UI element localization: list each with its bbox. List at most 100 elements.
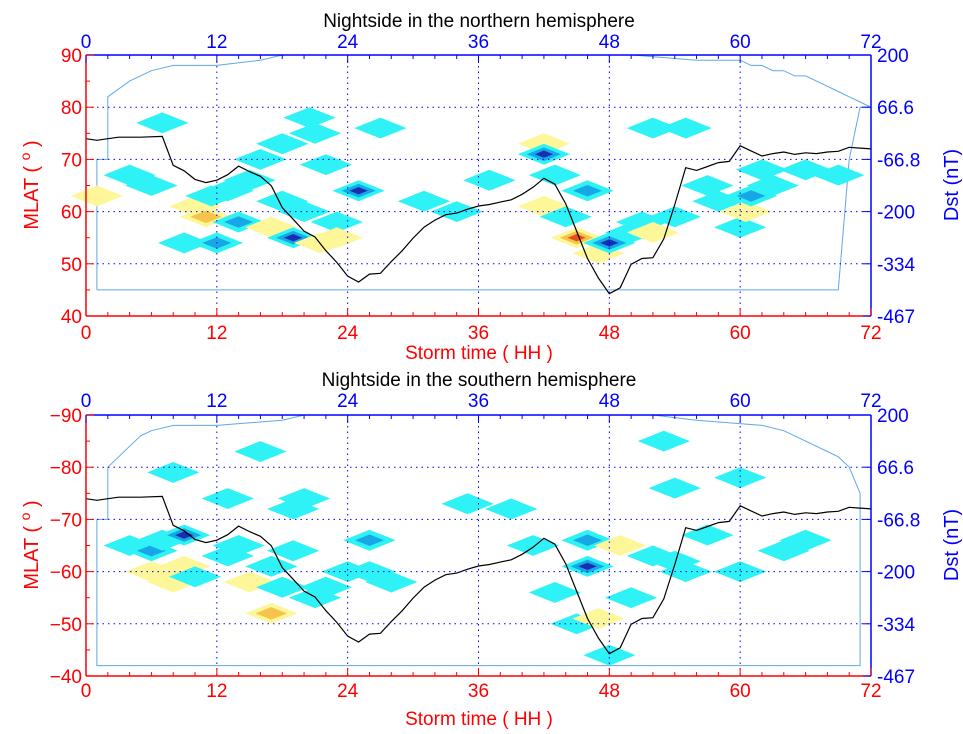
y2-tick-label: 200 bbox=[877, 406, 909, 427]
top-x-tick-label: 72 bbox=[860, 391, 881, 412]
contour-cell bbox=[735, 159, 789, 181]
contour-cell bbox=[234, 441, 287, 462]
y-tick-label: −80 bbox=[50, 458, 82, 479]
contour-core bbox=[573, 534, 602, 546]
top-x-tick-label: 60 bbox=[730, 32, 751, 53]
y-axis-label: MLAT ( o ) bbox=[17, 140, 43, 229]
contour-cell bbox=[626, 117, 680, 139]
contour-cell bbox=[506, 535, 560, 556]
contour-cell bbox=[659, 117, 712, 139]
contour-cell bbox=[779, 529, 832, 551]
contour-cell bbox=[430, 201, 483, 222]
contour-core bbox=[355, 534, 384, 546]
contour-cell bbox=[626, 545, 680, 567]
y-tick-label: 60 bbox=[61, 203, 82, 224]
contour-cell bbox=[572, 608, 625, 629]
x-tick-label: 0 bbox=[81, 681, 92, 702]
contour-cell bbox=[201, 488, 254, 509]
y-tick-label: 80 bbox=[61, 98, 82, 119]
contour-cell bbox=[125, 175, 178, 196]
x-tick-label: 12 bbox=[206, 323, 227, 344]
contour-cell bbox=[719, 201, 772, 222]
top-x-tick-label: 24 bbox=[337, 391, 359, 412]
x-tick-label: 24 bbox=[337, 681, 359, 702]
y2-tick-label: -200 bbox=[877, 203, 915, 224]
contour-core bbox=[349, 187, 368, 195]
contour-cell bbox=[212, 535, 265, 556]
contour-cell bbox=[692, 190, 745, 212]
y-tick-label: 90 bbox=[61, 46, 82, 67]
top-x-tick-label: 0 bbox=[81, 391, 92, 412]
contour-cell bbox=[299, 576, 352, 598]
y-tick-label: 70 bbox=[61, 150, 82, 171]
contour-cell bbox=[223, 169, 276, 191]
contour-cell bbox=[681, 524, 734, 546]
contour-cell bbox=[158, 232, 211, 254]
y-axis-label-degree: o bbox=[17, 152, 33, 160]
x-tick-label: 0 bbox=[81, 323, 92, 344]
contour-layer bbox=[85, 414, 872, 667]
y2-axis-label: Dst (nT) bbox=[941, 509, 963, 581]
axes-frame: 0 12 24 36 48 60 72 0 12 24 36 48 60 72 −40 −50 −60 −70 −8… bbox=[50, 391, 921, 702]
contour-cell bbox=[528, 582, 581, 603]
contour-cell bbox=[539, 206, 592, 228]
contour-cell bbox=[365, 571, 418, 593]
top-x-tick-label: 48 bbox=[599, 391, 620, 412]
contour-cell bbox=[267, 540, 320, 562]
panel-northern: Nightside in the northern hemisphere 0 12… bbox=[17, 11, 963, 364]
top-x-tick-label: 24 bbox=[337, 32, 359, 53]
panel-southern: Nightside in the southern hemisphere 0 12… bbox=[17, 370, 963, 730]
contour-cell bbox=[746, 175, 799, 196]
top-x-tick-label: 12 bbox=[206, 32, 227, 53]
contour-cell bbox=[70, 185, 124, 207]
contour-cell bbox=[256, 133, 309, 155]
axes-frame: 0 12 24 36 48 60 72 0 12 24 36 48 60 72 40 50 60 70 80 90 -4… bbox=[61, 32, 920, 344]
contour-cell bbox=[354, 117, 407, 139]
y-axis-label-main: MLAT ( bbox=[21, 160, 43, 229]
y-tick-label: −40 bbox=[50, 667, 82, 688]
dst-line bbox=[85, 135, 872, 295]
contour-cell bbox=[528, 164, 581, 186]
contour-core bbox=[190, 210, 222, 224]
contour-cell bbox=[779, 159, 832, 181]
y-axis-label-main: MLAT ( bbox=[21, 520, 43, 589]
y-tick-label: −70 bbox=[50, 510, 82, 531]
contour-core bbox=[567, 234, 586, 242]
contour-core bbox=[224, 216, 253, 228]
top-x-tick-label: 36 bbox=[468, 391, 489, 412]
top-x-tick-label: 12 bbox=[206, 391, 227, 412]
x-tick-label: 72 bbox=[860, 681, 881, 702]
y2-tick-label: 66.6 bbox=[877, 98, 914, 119]
y-tick-label: 40 bbox=[61, 307, 82, 328]
contour-cell bbox=[648, 206, 701, 228]
y2-tick-label: -467 bbox=[877, 667, 915, 688]
x-tick-label: 36 bbox=[468, 681, 489, 702]
contour-cell bbox=[397, 190, 451, 212]
x-tick-label: 60 bbox=[730, 323, 751, 344]
contour-cell bbox=[283, 107, 336, 129]
contour-cell bbox=[234, 149, 287, 170]
x-axis-label: Storm time ( HH ) bbox=[405, 709, 553, 730]
contour-core bbox=[578, 562, 597, 570]
contour-cell bbox=[147, 462, 200, 483]
contour-cell bbox=[223, 571, 276, 593]
contour-cell bbox=[288, 122, 342, 144]
contour-layer bbox=[70, 54, 872, 295]
contour-core bbox=[175, 531, 194, 539]
x-tick-label: 48 bbox=[599, 323, 620, 344]
contour-cell bbox=[485, 498, 538, 520]
y-axis-label-degree: o bbox=[17, 512, 33, 520]
top-x-tick-label: 0 bbox=[81, 32, 92, 53]
y-tick-label: 50 bbox=[61, 255, 82, 276]
coverage-boundary bbox=[96, 54, 872, 291]
contour-cell bbox=[812, 164, 865, 186]
contour-cell bbox=[299, 154, 352, 176]
x-tick-label: 60 bbox=[730, 681, 751, 702]
top-x-tick-label: 48 bbox=[599, 32, 620, 53]
contour-cell bbox=[594, 535, 647, 556]
x-tick-label: 36 bbox=[468, 323, 489, 344]
y2-tick-label: -467 bbox=[877, 307, 915, 328]
x-tick-label: 48 bbox=[599, 681, 620, 702]
y-tick-label: −60 bbox=[50, 563, 82, 584]
